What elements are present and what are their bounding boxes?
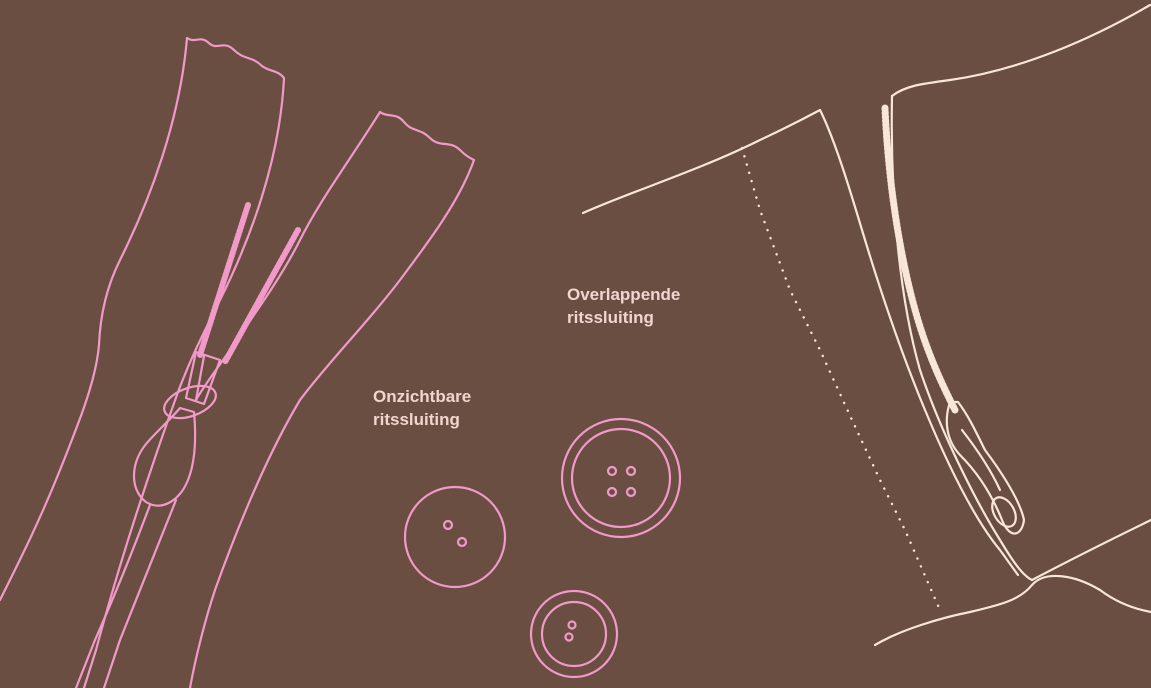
zipper-pull-tab <box>133 406 197 507</box>
lapped-zipper-garment-icon <box>581 3 1151 647</box>
zipper-teeth-left <box>197 202 251 358</box>
invisible-zipper-icon <box>0 36 476 688</box>
zipper-placket <box>890 94 1034 582</box>
zipper-tape-left-outer <box>0 36 189 602</box>
lapped-zipper-slider <box>945 400 1026 535</box>
invisible-zipper-label-line1: Onzichtbare <box>373 387 472 406</box>
lapped-zipper-teeth <box>881 104 959 414</box>
lapped-zipper-pull <box>991 496 1017 528</box>
garment-shoulder <box>890 3 1151 98</box>
zipper-tape-left <box>82 36 286 688</box>
button-small-two-hole-icon <box>529 589 619 679</box>
garment-bottom-hem <box>873 574 1151 647</box>
overlapping-zipper-label-line2: ritssluiting <box>567 308 654 327</box>
garment-lower-right <box>1030 518 1151 582</box>
garment-back-edge <box>818 108 1020 577</box>
button-two-hole-icon <box>403 485 507 589</box>
garment-top-edge <box>581 108 822 215</box>
overlapping-zipper-label-line1: Overlappende <box>567 285 681 304</box>
zipper-tape-right-outer <box>194 110 382 402</box>
overlapping-zipper-label: Overlappende ritssluiting <box>567 283 680 329</box>
zipper-slider <box>184 350 222 406</box>
invisible-zipper-label: Onzichtbare ritssluiting <box>373 385 471 431</box>
zipper-teeth-right <box>222 227 301 365</box>
button-four-hole-icon <box>560 417 682 539</box>
topstitch-line <box>740 146 942 612</box>
zipper-tape-right <box>188 110 476 688</box>
invisible-zipper-label-line2: ritssluiting <box>373 410 460 429</box>
